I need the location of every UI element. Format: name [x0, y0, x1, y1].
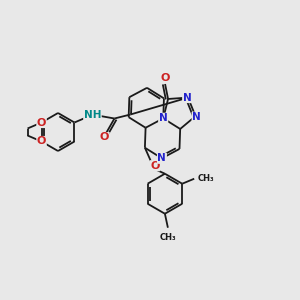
- Text: O: O: [160, 73, 170, 83]
- Text: NH: NH: [84, 110, 101, 119]
- Text: CH₃: CH₃: [160, 233, 176, 242]
- Text: CH₃: CH₃: [197, 174, 214, 183]
- Text: O: O: [100, 133, 109, 142]
- Text: N: N: [183, 93, 191, 103]
- Text: N: N: [192, 112, 201, 122]
- Text: N: N: [158, 153, 166, 163]
- Text: O: O: [37, 118, 46, 128]
- Text: N: N: [159, 113, 168, 123]
- Text: O: O: [150, 161, 160, 171]
- Text: N: N: [159, 113, 168, 123]
- Text: O: O: [37, 136, 46, 146]
- Text: N: N: [158, 153, 166, 163]
